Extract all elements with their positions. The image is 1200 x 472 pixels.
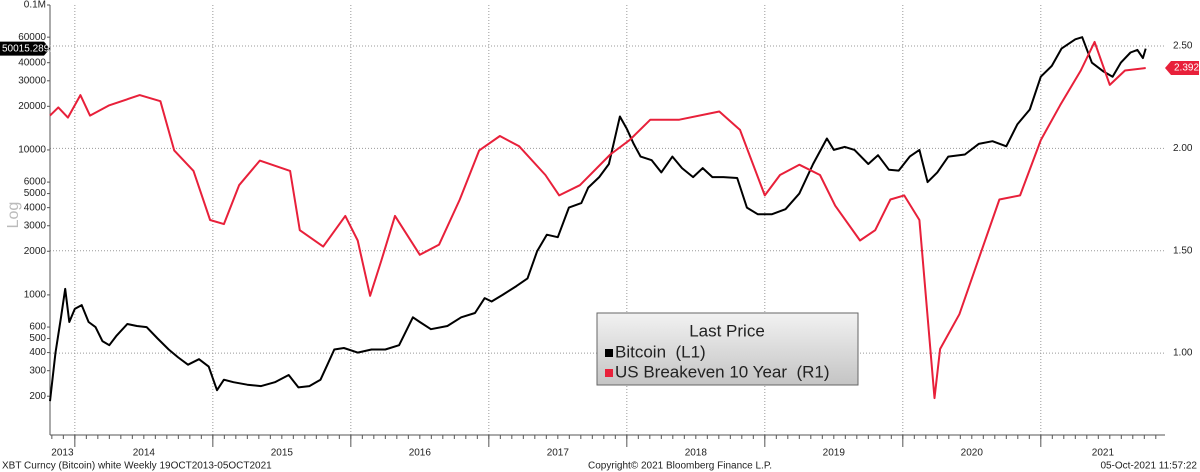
last-value-label: 2.3923	[1174, 63, 1200, 74]
y-tick-label: 60000	[18, 32, 46, 43]
x-tick-label: 2018	[685, 448, 708, 459]
y-tick-label: 2000	[24, 246, 47, 257]
y-tick-label: 20000	[18, 101, 46, 112]
last-value-tag	[0, 41, 50, 56]
y-tick-label: 1000	[24, 290, 47, 301]
legend-label: Bitcoin (L1)	[615, 342, 706, 361]
legend-box	[596, 312, 859, 386]
y-tick-label: 500	[29, 333, 46, 344]
legend-label: US Breakeven 10 Year (R1)	[615, 362, 830, 381]
footer-right: 05-Oct-2021 11:57:22	[1100, 461, 1197, 472]
y-tick-label: 400	[29, 347, 46, 358]
y2-tick-label: 2.00	[1173, 143, 1193, 154]
x-tick-label: 2021	[1092, 448, 1115, 459]
y-tick-label: 300	[29, 365, 46, 376]
y-axis-label: Log	[5, 202, 22, 229]
x-tick-label: 2013	[51, 448, 74, 459]
last-value-label: 50015.2891	[2, 43, 55, 54]
y-tick-label: 10000	[18, 145, 46, 156]
y-tick-label: 5000	[24, 188, 47, 199]
series-line	[49, 40, 1146, 400]
last-value-tag	[1165, 61, 1199, 76]
y-tick-label: 200	[29, 391, 46, 402]
legend-title: Last Price	[689, 321, 765, 340]
y2-tick-label: 2.50	[1173, 41, 1193, 52]
x-tick-label: 2017	[547, 448, 570, 459]
y-tick-label: 600	[29, 322, 46, 333]
y-tick-label: 40000	[18, 57, 46, 68]
y-tick-label: 3000	[24, 220, 47, 231]
x-tick-label: 2015	[271, 448, 294, 459]
legend-swatch	[605, 369, 613, 377]
y2-tick-label: 1.50	[1173, 245, 1193, 256]
x-tick-label: 2014	[133, 448, 156, 459]
y-tick-label: 6000	[24, 177, 47, 188]
x-tick-label: 2019	[823, 448, 846, 459]
legend-swatch	[605, 349, 613, 357]
y-tick-label: 30000	[18, 75, 46, 86]
x-tick-label: 2016	[409, 448, 432, 459]
y2-tick-label: 1.00	[1173, 348, 1193, 359]
y-tick-label: 4000	[24, 202, 47, 213]
series-line	[49, 36, 1147, 402]
footer-left: XBT Curncy (Bitcoin) white Weekly 19OCT2…	[2, 461, 272, 472]
y-tick-label: 0.1M	[24, 0, 46, 11]
x-tick-label: 2020	[961, 448, 984, 459]
footer-center: Copyright© 2021 Bloomberg Finance L.P.	[588, 461, 772, 472]
